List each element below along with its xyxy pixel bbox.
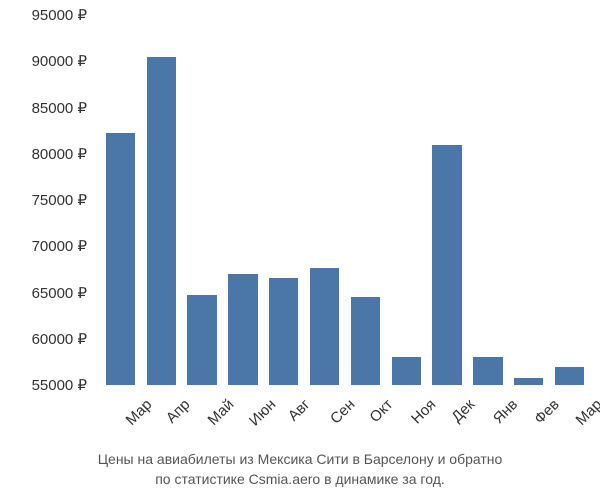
bar: [473, 357, 502, 385]
x-tick-label: Май: [205, 396, 238, 429]
bar: [514, 378, 543, 385]
y-tick-label: 95000 ₽: [32, 6, 87, 24]
y-tick-label: 80000 ₽: [32, 145, 87, 163]
y-tick-label: 90000 ₽: [32, 52, 87, 70]
y-tick-label: 55000 ₽: [32, 376, 87, 394]
bar: [228, 274, 257, 385]
bars-area: [100, 15, 590, 385]
y-axis: 55000 ₽60000 ₽65000 ₽70000 ₽75000 ₽80000…: [0, 15, 95, 385]
bar: [351, 297, 380, 385]
bar: [269, 278, 298, 385]
y-tick-label: 75000 ₽: [32, 191, 87, 209]
bar: [392, 357, 421, 385]
x-axis: МарАпрМайИюнАвгСенОктНояДекЯнвФевМар: [100, 390, 590, 450]
y-tick-label: 65000 ₽: [32, 284, 87, 302]
bar: [106, 133, 135, 385]
x-tick-label: Мар: [572, 396, 600, 429]
caption-line-1: Цены на авиабилеты из Мексика Сити в Бар…: [0, 450, 600, 470]
bar: [432, 145, 461, 386]
x-tick-label: Ноя: [408, 396, 439, 427]
y-tick-label: 60000 ₽: [32, 330, 87, 348]
x-tick-label: Июн: [246, 396, 279, 429]
x-tick-label: Сен: [327, 396, 358, 427]
chart-caption: Цены на авиабилеты из Мексика Сити в Бар…: [0, 450, 600, 489]
y-tick-label: 85000 ₽: [32, 99, 87, 117]
bar: [310, 268, 339, 385]
x-tick-label: Дек: [448, 396, 478, 426]
bar: [147, 57, 176, 385]
x-tick-label: Янв: [490, 396, 521, 427]
caption-line-2: по статистике Csmia.aero в динамике за г…: [0, 470, 600, 490]
bar: [187, 295, 216, 385]
x-tick-label: Окт: [367, 396, 397, 426]
bar: [555, 367, 584, 386]
chart-plot-area: [100, 15, 590, 385]
x-tick-label: Авг: [285, 396, 314, 425]
x-tick-label: Апр: [163, 396, 194, 427]
x-tick-label: Мар: [123, 396, 156, 429]
x-tick-label: Фев: [531, 396, 563, 428]
y-tick-label: 70000 ₽: [32, 237, 87, 255]
